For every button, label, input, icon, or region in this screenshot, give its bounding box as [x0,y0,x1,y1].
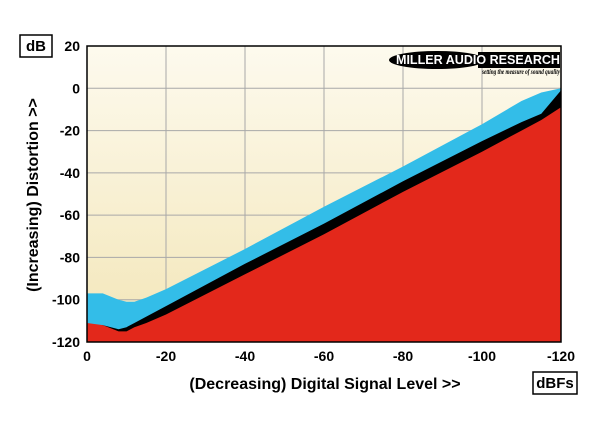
y-unit-box: dB [19,34,53,58]
y-tick-label: -40 [60,165,80,181]
x-unit-box: dBFs [532,371,578,395]
x-tick-label: -100 [468,348,496,364]
y-tick-label: 0 [72,80,80,96]
x-tick-label: -40 [235,348,255,364]
y-tick-label: -120 [52,334,80,350]
y-tick-label: -80 [60,249,80,265]
y-tick-label: -60 [60,207,80,223]
x-tick-label: -120 [547,348,575,364]
logo: MILLER AUDIO RESEARCH setting the measur… [389,51,561,76]
y-tick-labels: 20 0 -20 -40 -60 -80 -100 -120 [52,38,80,350]
plot-frame [86,45,562,343]
series-layer [87,88,561,342]
y-axis-title: (Increasing) Distortion >> [25,98,42,292]
x-tick-label: -80 [393,348,413,364]
logo-tagline: setting the measure of sound quality [481,68,560,76]
logo-text: MILLER AUDIO RESEARCH [396,53,560,67]
x-unit-label: dBFs [536,375,574,392]
x-tick-labels: 0 -20 -40 -60 -80 -100 -120 [83,348,575,364]
x-tick-label: -60 [314,348,334,364]
y-tick-label: 20 [64,38,80,54]
x-axis-title: (Decreasing) Digital Signal Level >> [189,376,460,393]
y-tick-label: -20 [60,123,80,139]
y-tick-label: -100 [52,292,80,308]
x-tick-label: 0 [83,348,91,364]
x-tick-label: -20 [156,348,176,364]
series-area-3 [87,107,561,342]
y-unit-label: dB [26,38,46,55]
